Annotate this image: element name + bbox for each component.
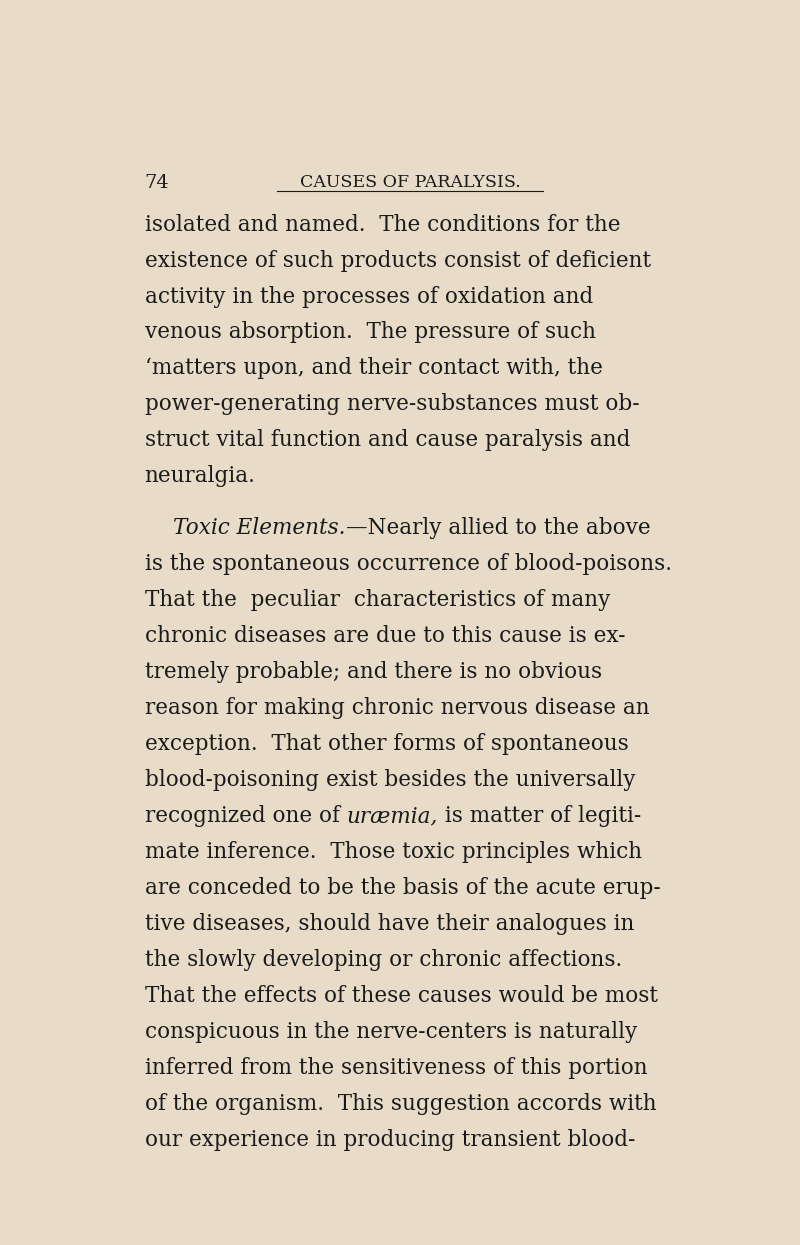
Text: That the  peculiar  characteristics of many: That the peculiar characteristics of man…: [145, 589, 610, 611]
Text: mate inference.  Those toxic principles which: mate inference. Those toxic principles w…: [145, 840, 642, 863]
Text: power-generating nerve-substances must ob-: power-generating nerve-substances must o…: [145, 393, 639, 416]
Text: are conceded to be the basis of the acute erup-: are conceded to be the basis of the acut…: [145, 876, 660, 899]
Text: existence of such products consist of deficient: existence of such products consist of de…: [145, 249, 650, 271]
Text: CAUSES OF PARALYSIS.: CAUSES OF PARALYSIS.: [300, 174, 520, 192]
Text: uræmia,: uræmia,: [346, 806, 438, 827]
Text: 74: 74: [145, 174, 170, 192]
Text: recognized one of: recognized one of: [145, 806, 346, 827]
Text: —Nearly allied to the above: —Nearly allied to the above: [346, 518, 650, 539]
Text: our experience in producing transient blood-: our experience in producing transient bl…: [145, 1128, 635, 1150]
Text: is matter of legiti-: is matter of legiti-: [438, 806, 641, 827]
Text: conspicuous in the nerve-centers is naturally: conspicuous in the nerve-centers is natu…: [145, 1021, 637, 1043]
Text: chronic diseases are due to this cause is ex-: chronic diseases are due to this cause i…: [145, 625, 625, 647]
Text: reason for making chronic nervous disease an: reason for making chronic nervous diseas…: [145, 697, 650, 720]
Text: venous absorption.  The pressure of such: venous absorption. The pressure of such: [145, 321, 596, 344]
Text: tive diseases, should have their analogues in: tive diseases, should have their analogu…: [145, 913, 634, 935]
Text: neuralgia.: neuralgia.: [145, 466, 255, 487]
Text: of the organism.  This suggestion accords with: of the organism. This suggestion accords…: [145, 1093, 656, 1114]
Text: activity in the processes of oxidation and: activity in the processes of oxidation a…: [145, 285, 593, 308]
Text: blood-poisoning exist besides the universally: blood-poisoning exist besides the univer…: [145, 769, 635, 791]
Text: tremely probable; and there is no obvious: tremely probable; and there is no obviou…: [145, 661, 602, 684]
Text: is the spontaneous occurrence of blood-poisons.: is the spontaneous occurrence of blood-p…: [145, 553, 672, 575]
Text: struct vital function and cause paralysis and: struct vital function and cause paralysi…: [145, 430, 630, 452]
Text: the slowly developing or chronic affections.: the slowly developing or chronic affecti…: [145, 949, 622, 971]
Text: isolated and named.  The conditions for the: isolated and named. The conditions for t…: [145, 214, 620, 235]
Text: exception.  That other forms of spontaneous: exception. That other forms of spontaneo…: [145, 733, 628, 756]
Text: Toxic Elements.: Toxic Elements.: [173, 518, 346, 539]
Text: inferred from the sensitiveness of this portion: inferred from the sensitiveness of this …: [145, 1057, 647, 1078]
Text: That the effects of these causes would be most: That the effects of these causes would b…: [145, 985, 658, 1007]
Text: ‘matters upon, and their contact with, the: ‘matters upon, and their contact with, t…: [145, 357, 602, 380]
